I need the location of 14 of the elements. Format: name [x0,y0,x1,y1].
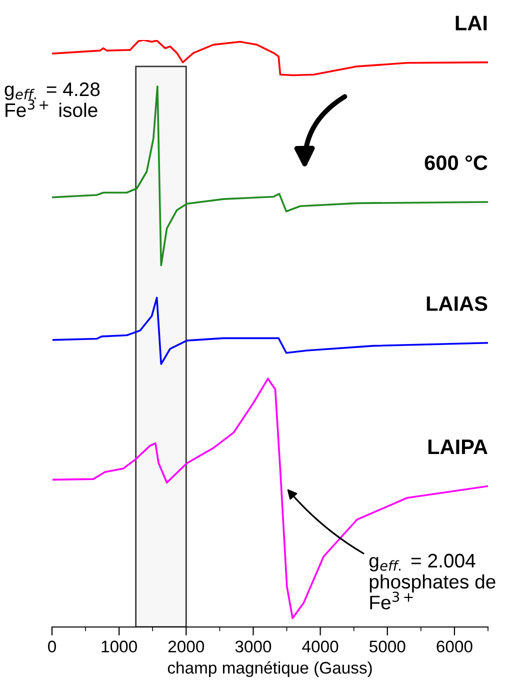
series-label: LAIAS [426,296,488,311]
x-tick-label: 1000 [102,640,137,652]
x-tick-label: 2000 [168,640,204,652]
annotation: g$_{eff.}$ = 2.004 phosphates de Fe$^{3+}$ [369,554,496,610]
x-tick-label: 3000 [235,640,272,652]
series-label: LAI [456,16,487,30]
series-label: LAIPA [428,440,488,454]
x-tick-label: 0 [48,640,56,652]
annotation: g$_{eff.}$ = 4.28 Fe$^{3+}$ isole [4,82,100,118]
series-label: 600 °C [424,155,488,170]
x-axis-title: champ magnétique (Gauss) [168,661,372,678]
x-tick-label: 4000 [302,640,338,652]
x-tick-label: 6000 [436,640,472,652]
x-tick-label: 5000 [370,640,406,652]
